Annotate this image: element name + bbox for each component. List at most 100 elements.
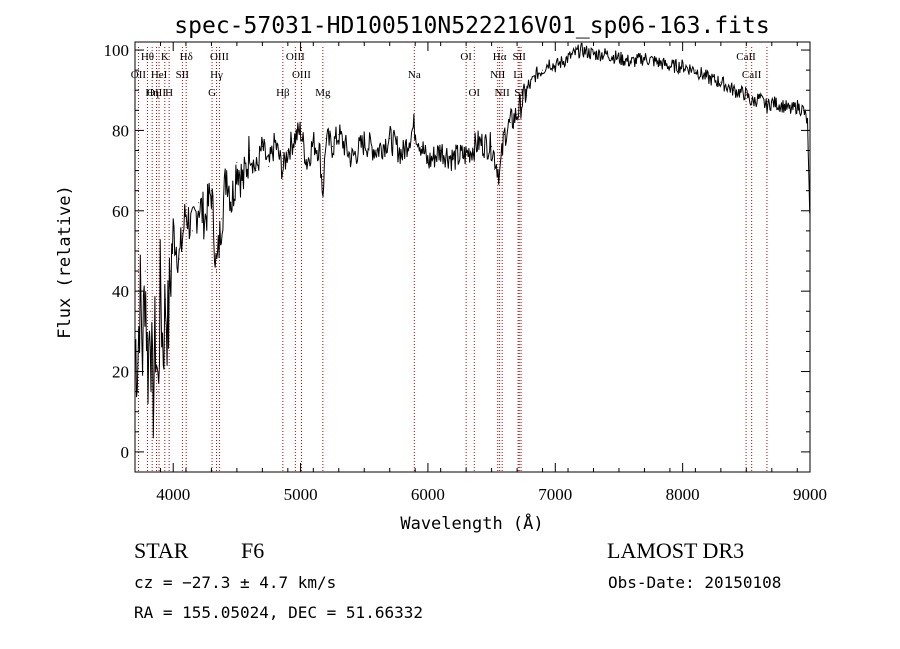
flux-point-61 [522,97,524,99]
series-layer [134,42,811,439]
flux-point-45 [363,141,365,143]
flux-series-line [134,42,811,439]
flux-point-4 [144,270,146,272]
flux-point-53 [452,158,454,160]
flux-point-3 [142,350,144,352]
flux-point-74 [656,61,658,63]
survey-name: LAMOST DR3 [607,538,745,563]
flux-point-63 [535,73,537,75]
redshift-value: cz = −27.3 ± 4.7 km/s [134,573,337,592]
line-labels: Hθ K Hδ OIII OIII OI Hα SII CaII OII HeI SII Hγ OIII N… [131,0,777,99]
obs-date: Obs-Date: 20150108 [608,573,782,592]
line-label-22: Hβ [276,87,290,99]
plot-frame [134,41,811,473]
flux-point-89 [803,109,805,111]
spectral-line-markers [137,47,768,472]
flux-point-55 [478,141,480,143]
line-label-15: NII [490,69,506,81]
flux-point-57 [499,174,501,176]
flux-point-54 [465,154,467,156]
flux-point-79 [720,81,722,83]
flux-point-24 [226,170,228,172]
flux-point-49 [413,125,415,127]
flux-point-80 [733,89,735,91]
flux-point-6 [149,310,151,312]
flux-point-13 [167,330,169,332]
flux-point-30 [261,145,263,147]
line-label-23: Mg [315,87,331,99]
flux-point-67 [567,57,569,59]
line-label-5: OI [460,51,472,63]
flux-point-77 [694,69,696,71]
flux-point-85 [771,101,773,103]
chart-title: spec-57031-HD100510N522216V01_sp06-163.f… [174,13,769,39]
x-tick-label-5: 9000 [793,485,827,504]
flux-point-88 [796,105,798,107]
y-tick-label-5: 100 [104,41,130,60]
line-label-24: OI [468,87,480,99]
flux-point-28 [249,150,251,152]
y-tick-label-2: 40 [112,282,129,301]
subclass: F6 [241,538,265,563]
flux-point-27 [242,182,244,184]
line-label-10: HeI [151,69,168,81]
flux-point-51 [427,162,429,164]
x-tick-label-0: 4000 [156,485,190,504]
line-label-7: SII [513,51,527,63]
flux-point-73 [643,57,645,59]
line-label-25: NII [495,87,511,99]
line-label-2: Hδ [180,51,193,63]
line-label-9: OII [131,69,147,81]
flux-point-71 [618,57,620,59]
flux-point-58 [503,133,505,135]
x-axis-label: Wavelength (Å) [400,512,543,534]
y-tick-label-4: 80 [112,121,129,140]
flux-point-76 [682,65,684,67]
flux-point-52 [440,150,442,152]
flux-point-14 [170,270,172,272]
flux-point-65 [548,61,550,63]
flux-point-26 [236,162,238,164]
flux-point-21 [210,190,212,192]
flux-point-32 [274,141,276,143]
flux-point-39 [319,150,321,152]
line-label-18: OIII [147,87,166,99]
flux-point-72 [631,61,633,63]
flux-point-16 [179,258,181,260]
line-label-19: Hη [145,87,159,99]
flux-point-7 [152,411,154,413]
flux-point-33 [282,170,284,172]
y-tick-label-3: 60 [112,202,129,221]
flux-point-41 [325,137,327,139]
flux-point-60 [516,113,518,115]
flux-point-50 [421,145,423,147]
flux-point-78 [707,77,709,79]
line-label-26: SII [514,87,528,99]
x-tick-label-1: 5000 [284,485,318,504]
flux-point-19 [198,202,200,204]
line-label-6: Hα [493,51,507,63]
line-label-20: H [165,87,173,99]
coordinates: RA = 155.05024, DEC = 51.66332 [134,603,423,622]
flux-point-34 [287,150,289,152]
flux-point-90 [806,121,808,123]
x-tick-label-3: 7000 [538,485,572,504]
flux-point-82 [751,101,753,103]
flux-point-66 [554,65,556,67]
flux-point-15 [172,230,174,232]
flux-point-40 [322,194,324,196]
line-label-17: CaII [742,69,762,81]
flux-point-5 [147,371,149,373]
flux-point-18 [191,230,193,232]
x-tick-label-2: 6000 [411,485,445,504]
line-label-1: K [161,51,169,63]
line-label-27: CaII [757,0,777,3]
flux-point-75 [669,65,671,67]
flux-point-17 [185,210,187,212]
flux-point-62 [529,85,531,87]
flux-point-20 [204,218,206,220]
ticks: 4000 5000 6000 7000 8000 9000 0 20 40 60 80 100 [104,41,828,504]
flux-point-56 [491,145,493,147]
flux-point-8 [154,330,156,332]
